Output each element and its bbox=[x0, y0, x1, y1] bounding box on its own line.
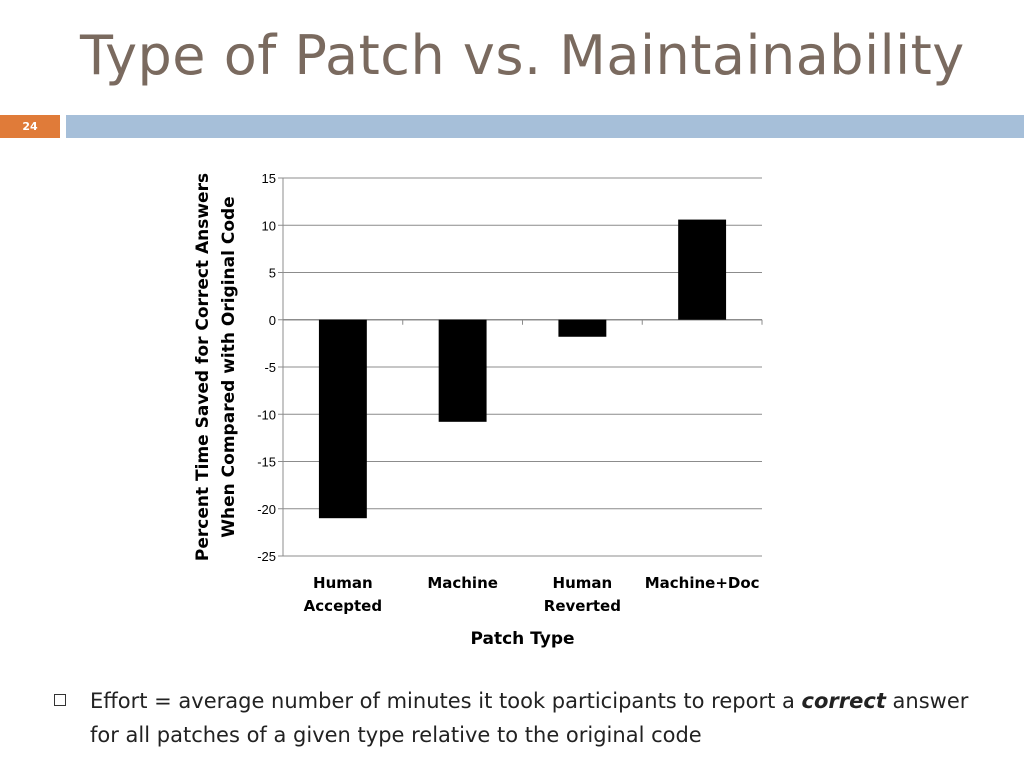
square-bullet-icon bbox=[54, 694, 66, 706]
y-tick-label: -20 bbox=[257, 502, 276, 517]
category-label: Accepted bbox=[304, 597, 382, 615]
y-axis-title: Percent Time Saved for Correct Answers bbox=[193, 173, 213, 561]
category-label: Human bbox=[313, 574, 373, 592]
slide-number: 24 bbox=[0, 115, 60, 138]
y-tick-label: 0 bbox=[269, 313, 276, 328]
category-label: Reverted bbox=[544, 597, 621, 615]
y-axis-title: When Compared with Original Code bbox=[219, 196, 239, 537]
bar-chart: 15 10 5 0 -5 -10 -15 -20 -25 Human Accepted Machine… bbox=[193, 171, 763, 649]
bullet-item: Effort = average number of minutes it to… bbox=[54, 684, 974, 752]
bar bbox=[318, 319, 367, 519]
bullet-text-part: answer for all patches of a given type r… bbox=[90, 689, 969, 747]
header-bar bbox=[66, 115, 1024, 138]
slide-title: Type of Patch vs. Maintainability bbox=[80, 24, 965, 87]
y-tick-label: -10 bbox=[257, 407, 276, 422]
bar bbox=[678, 219, 727, 320]
y-tick-label: 5 bbox=[269, 266, 276, 281]
y-tick-label: -5 bbox=[264, 360, 276, 375]
y-tick-label: -15 bbox=[257, 455, 276, 470]
bullet-text: Effort = average number of minutes it to… bbox=[90, 684, 974, 752]
y-tick-label: 10 bbox=[262, 218, 276, 233]
category-label: Machine+Doc bbox=[645, 574, 760, 592]
x-axis-title: Patch Type bbox=[470, 629, 574, 649]
category-label: Machine bbox=[427, 574, 498, 592]
bar bbox=[438, 319, 487, 422]
category-label: Human bbox=[553, 574, 613, 592]
y-tick-label: -25 bbox=[257, 549, 276, 564]
bullet-emphasis: correct bbox=[801, 689, 886, 713]
bullet-text-part: Effort = average number of minutes it to… bbox=[90, 689, 802, 713]
y-tick-label: 15 bbox=[262, 171, 276, 186]
bar bbox=[558, 319, 607, 337]
